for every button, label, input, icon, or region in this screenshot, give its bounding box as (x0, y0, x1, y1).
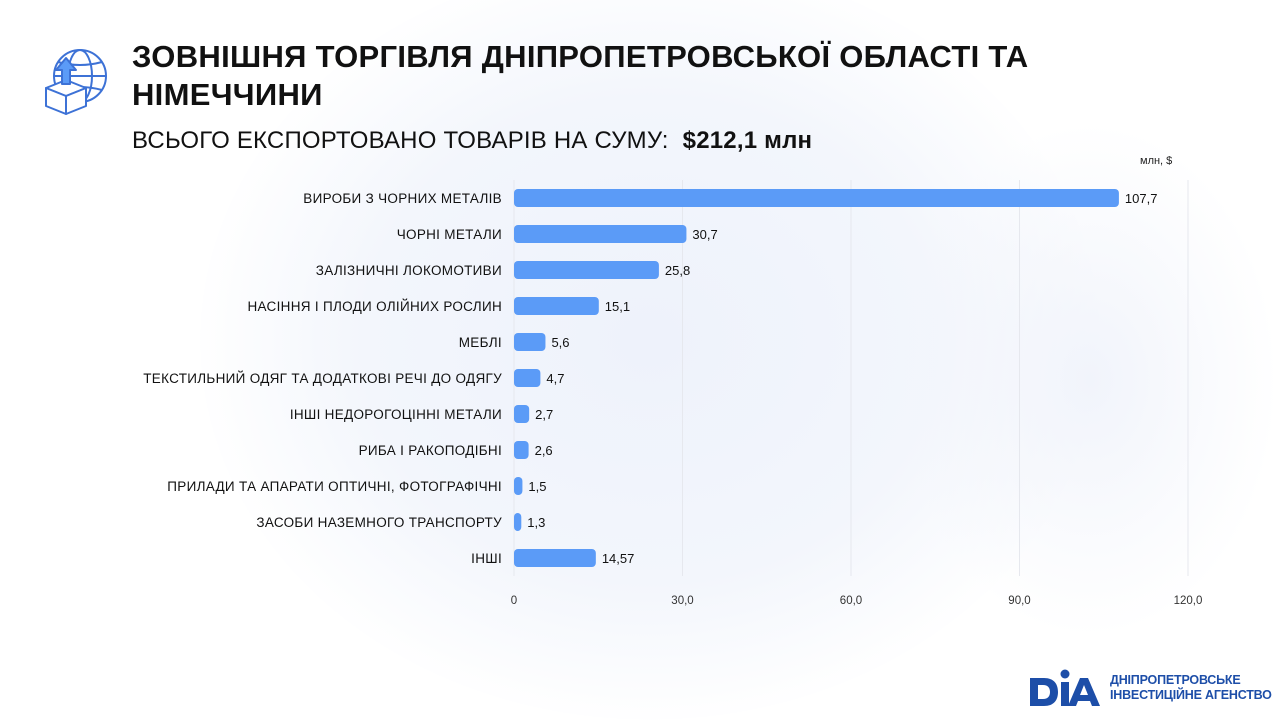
data-label: 107,7 (1125, 191, 1158, 206)
category-label: ЗАЛІЗНИЧНІ ЛОКОМОТИВИ (316, 263, 502, 278)
globe-export-box-icon (40, 44, 112, 116)
category-label: ЧОРНІ МЕТАЛИ (397, 227, 502, 242)
logo-line-1: ДНІПРОПЕТРОВСЬКЕ (1110, 673, 1241, 687)
export-total: ВСЬОГО ЕКСПОРТОВАНО ТОВАРІВ НА СУМУ: $212… (132, 126, 812, 156)
bar (514, 297, 599, 315)
x-tick-label: 30,0 (671, 595, 693, 607)
data-label: 1,5 (528, 479, 546, 494)
data-label: 14,57 (602, 551, 635, 566)
data-label: 25,8 (665, 263, 690, 278)
bar (514, 477, 523, 495)
page-title: ЗОВНІШНЯ ТОРГІВЛЯ ДНІПРОПЕТРОВСЬКОЇ ОБЛА… (132, 39, 1029, 112)
data-label: 2,7 (535, 407, 553, 422)
category-label: РИБА І РАКОПОДІБНІ (359, 443, 502, 458)
bar (514, 189, 1119, 207)
category-label: ПРИЛАДИ ТА АПАРАТИ ОПТИЧНІ, ФОТОГРАФІЧНІ (167, 479, 502, 494)
data-label: 15,1 (605, 299, 630, 314)
category-label: ВИРОБИ З ЧОРНИХ МЕТАЛІВ (303, 191, 502, 206)
category-label: ТЕКСТИЛЬНИЙ ОДЯГ ТА ДОДАТКОВІ РЕЧІ ДО ОД… (143, 371, 502, 386)
dia-logo (1030, 668, 1250, 708)
category-label: НАСІННЯ І ПЛОДИ ОЛІЙНИХ РОСЛИН (247, 299, 502, 314)
dia-logo-text: ДНІПРОПЕТРОВСЬКЕ ІНВЕСТИЦІЙНЕ АГЕНСТВО (1110, 673, 1272, 703)
category-label: ІНШІ НЕДОРОГОЦІННІ МЕТАЛИ (290, 407, 502, 422)
bar (514, 333, 546, 351)
bar (514, 369, 541, 387)
x-tick-label: 120,0 (1174, 595, 1203, 607)
data-label: 1,3 (527, 515, 545, 530)
x-tick-label: 0 (511, 595, 517, 607)
x-tick-label: 90,0 (1008, 595, 1030, 607)
chart-unit-label: млн, $ (1140, 155, 1173, 167)
data-label: 2,6 (535, 443, 553, 458)
data-label: 5,6 (551, 335, 569, 350)
bar (514, 549, 596, 567)
category-label: ІНШІ (471, 551, 502, 566)
data-label: 30,7 (692, 227, 717, 242)
category-label: ЗАСОБИ НАЗЕМНОГО ТРАНСПОРТУ (256, 515, 502, 530)
category-label: МЕБЛІ (459, 335, 502, 350)
data-label: 4,7 (546, 371, 564, 386)
export-total-amount: $212,1 млн (682, 127, 813, 154)
x-tick-label: 60,0 (840, 595, 862, 607)
bar (514, 441, 529, 459)
bar (514, 405, 530, 423)
bar (514, 261, 659, 279)
bar (514, 225, 687, 243)
export-total-label: ВСЬОГО ЕКСПОРТОВАНО ТОВАРІВ НА СУМУ: (132, 127, 669, 154)
logo-line-2: ІНВЕСТИЦІЙНЕ АГЕНСТВО (1110, 688, 1272, 702)
bar (514, 513, 522, 531)
